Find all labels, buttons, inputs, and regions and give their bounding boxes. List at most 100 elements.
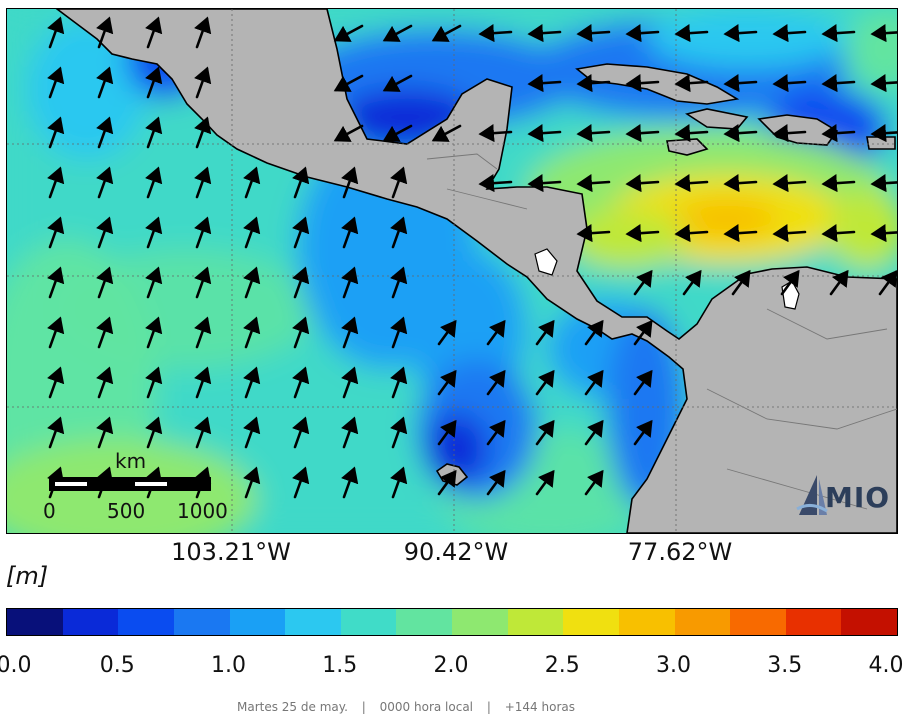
colorbar-tick-label: 0.0 — [0, 653, 32, 678]
wave-direction-arrow — [723, 174, 758, 193]
wave-direction-arrow — [576, 124, 611, 143]
wave-direction-arrow — [437, 419, 457, 446]
wave-direction-arrow — [431, 24, 462, 42]
wave-direction-arrow — [382, 124, 413, 142]
wave-direction-arrow — [145, 66, 163, 99]
colorbar-segment — [785, 609, 842, 635]
wave-direction-arrow — [243, 416, 261, 449]
unit-label: [m] — [6, 562, 49, 590]
wave-direction-arrow — [96, 366, 114, 399]
wave-direction-arrow — [486, 319, 506, 346]
wave-direction-arrow — [47, 216, 65, 249]
wave-direction-arrow — [478, 24, 513, 43]
wave-direction-arrow — [772, 124, 807, 143]
wave-direction-arrow — [576, 224, 611, 243]
colorbar-segment — [173, 609, 230, 635]
wave-direction-arrow — [870, 24, 897, 43]
wave-direction-arrow — [145, 416, 163, 449]
wave-direction-arrow — [243, 166, 261, 199]
wave-direction-arrow — [625, 74, 660, 93]
wave-direction-arrow — [243, 266, 261, 299]
wave-direction-arrow — [341, 416, 359, 449]
wave-direction-arrow — [829, 269, 849, 296]
wave-direction-arrow — [723, 224, 758, 243]
wave-direction-arrow — [341, 316, 359, 349]
wave-direction-arrow — [633, 319, 653, 346]
wave-direction-arrow — [576, 174, 611, 193]
wave-direction-arrow — [243, 316, 261, 349]
colorbar-tick-label: 1.0 — [211, 653, 246, 678]
colorbar-segment — [563, 609, 619, 635]
wave-direction-arrow — [292, 266, 310, 299]
wave-direction-arrow — [723, 24, 758, 43]
wave-direction-arrow — [486, 469, 506, 496]
lakes — [534, 248, 800, 310]
colorbar-tick-label: 3.5 — [767, 653, 803, 678]
wave-direction-arrow — [625, 124, 660, 143]
colorbar-segment — [618, 609, 675, 635]
wave-direction-arrow — [333, 124, 364, 142]
wave-direction-arrow — [341, 366, 359, 399]
wave-direction-arrow — [96, 16, 114, 49]
wave-direction-arrow — [292, 366, 310, 399]
wave-direction-arrow — [535, 419, 555, 446]
wave-direction-arrow — [47, 116, 65, 149]
scale-bar-unit: km — [115, 449, 147, 473]
wave-direction-arrow — [527, 74, 562, 93]
footer-separator-1: | — [361, 700, 366, 714]
wave-direction-arrow — [194, 166, 212, 199]
wave-direction-arrow — [870, 74, 897, 93]
colorbar-segment — [396, 609, 452, 635]
colorbar-tick-label: 0.5 — [99, 653, 135, 678]
wave-direction-arrow — [292, 216, 310, 249]
wave-direction-arrow — [772, 24, 807, 43]
wave-direction-arrows — [47, 16, 897, 499]
wave-direction-arrow — [96, 216, 114, 249]
wave-direction-arrow — [584, 469, 604, 496]
wave-direction-arrow — [96, 66, 114, 99]
wave-direction-arrow — [674, 224, 709, 243]
wave-direction-arrow — [821, 124, 856, 143]
land-masses — [55, 9, 897, 533]
wave-direction-arrow — [96, 266, 114, 299]
wave-direction-arrow — [194, 66, 212, 99]
wave-direction-arrow — [194, 216, 212, 249]
wave-direction-arrow — [731, 269, 751, 296]
wave-direction-arrow — [47, 416, 65, 449]
wave-direction-arrow — [145, 16, 163, 49]
wave-direction-arrow — [292, 466, 310, 499]
colorbar-segment — [730, 609, 786, 635]
wave-direction-arrow — [772, 224, 807, 243]
wave-direction-arrow — [194, 116, 212, 149]
wave-direction-arrow — [243, 366, 261, 399]
wave-direction-arrow — [145, 216, 163, 249]
wave-direction-arrow — [478, 124, 513, 143]
wave-direction-arrow — [625, 24, 660, 43]
wave-direction-arrow — [390, 166, 408, 199]
colorbar-segment — [452, 609, 508, 635]
wave-direction-arrow — [527, 174, 562, 193]
wave-direction-arrow — [625, 174, 660, 193]
colorbar-tick-label: 1.5 — [322, 653, 358, 678]
wave-height-map: km 0 500 1000 MIO — [6, 8, 898, 534]
wave-direction-arrow — [333, 74, 364, 92]
wave-direction-arrow — [674, 124, 709, 143]
wave-direction-arrow — [145, 166, 163, 199]
wave-direction-arrow — [194, 416, 212, 449]
wave-direction-arrow — [292, 166, 310, 199]
colorbar-tick-label: 3.0 — [656, 653, 691, 678]
wave-direction-arrow — [870, 124, 897, 143]
footer-forecast-hours: +144 horas — [504, 700, 575, 714]
wave-direction-arrow — [633, 419, 653, 446]
wave-direction-arrow — [437, 319, 457, 346]
wave-direction-arrow — [382, 74, 413, 92]
wave-direction-arrow — [486, 419, 506, 446]
wave-direction-arrow — [870, 224, 897, 243]
scale-bar-tick-1000: 1000 — [177, 499, 228, 523]
wave-direction-arrow — [527, 24, 562, 43]
wave-direction-arrow — [292, 416, 310, 449]
colorbar-segment — [507, 609, 564, 635]
scale-bar-tick-500: 500 — [107, 499, 146, 523]
longitude-label-3: 77.62°W — [627, 538, 733, 566]
wave-direction-arrow — [584, 419, 604, 446]
